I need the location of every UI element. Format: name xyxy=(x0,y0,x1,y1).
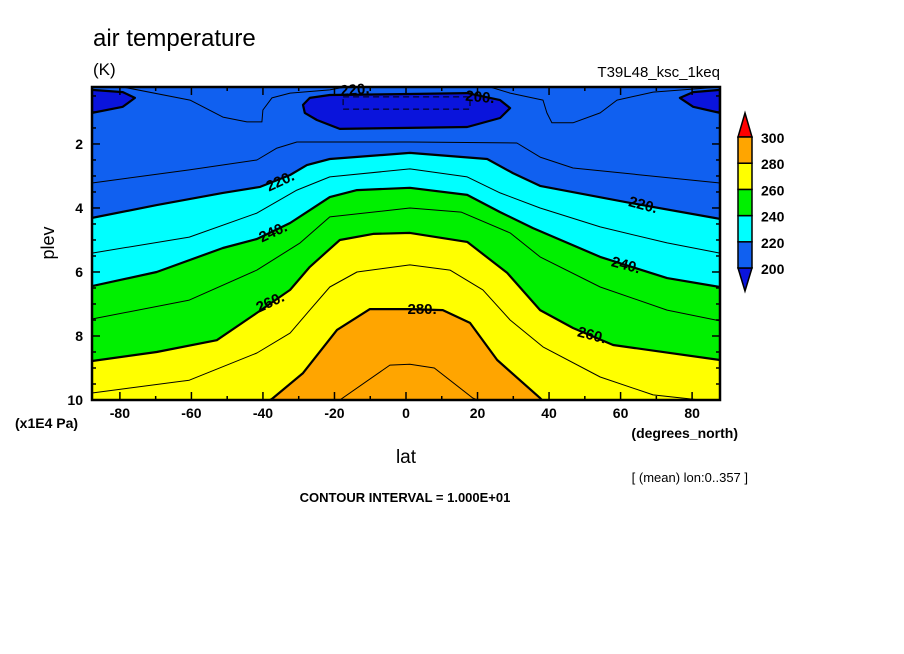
contour-line-280 xyxy=(269,308,543,400)
colorbar-label: 300 xyxy=(761,130,785,146)
y-tick-label: 2 xyxy=(75,136,83,152)
band-fill-200 xyxy=(679,89,720,113)
contour-line-260 xyxy=(92,231,720,363)
contour-line-230 xyxy=(92,168,720,254)
contour-line-220 xyxy=(92,151,720,220)
x-tick-label: -40 xyxy=(253,405,273,421)
band-fill-200 xyxy=(303,93,511,129)
contour-lines xyxy=(92,87,720,400)
colorbar-under-triangle xyxy=(736,267,754,294)
x-axis-units: (degrees_north) xyxy=(631,425,738,441)
contour-line-290 xyxy=(339,363,478,400)
colorbar-over-triangle xyxy=(737,110,753,138)
colorbar-label: 240 xyxy=(761,209,785,225)
x-tick-label: 40 xyxy=(541,405,557,421)
colorbar-swatch xyxy=(737,214,753,243)
x-axis-label: lat xyxy=(396,447,417,468)
contour-label: 240. xyxy=(610,253,643,277)
contour-line-240 xyxy=(92,186,720,289)
x-tick-label: 80 xyxy=(684,405,700,421)
contour-interval: CONTOUR INTERVAL = 1.000E+01 xyxy=(300,490,511,505)
footer-note: [ (mean) lon:0..357 ] xyxy=(632,470,748,485)
y-tick-label: 10 xyxy=(67,392,83,408)
y-tick-label: 6 xyxy=(75,264,83,280)
x-tick-label: -60 xyxy=(181,405,201,421)
colorbar-label: 200 xyxy=(761,261,785,277)
colorbar-label: 260 xyxy=(761,182,785,198)
x-tick-label: -80 xyxy=(110,405,130,421)
colorbar-swatch xyxy=(737,188,753,217)
chart-title: air temperature xyxy=(93,25,256,52)
units-label: (K) xyxy=(93,60,116,79)
contour-line-200 xyxy=(678,88,720,115)
colorbar-label: 220 xyxy=(761,235,785,251)
colorbar-swatch xyxy=(737,241,753,269)
dataset-label: T39L48_ksc_1keq xyxy=(597,64,720,81)
y-tick-label: 8 xyxy=(75,328,83,344)
y-tick-label: 4 xyxy=(75,200,83,216)
y-axis-units: (x1E4 Pa) xyxy=(15,415,78,431)
contour-label: 280. xyxy=(407,301,436,318)
y-axis-label: plev xyxy=(38,226,58,259)
contour-line-250 xyxy=(92,207,720,322)
contour-label: 200. xyxy=(465,88,496,107)
contour-line-270 xyxy=(92,264,701,400)
contour-label: 260. xyxy=(576,324,609,348)
contour-line-210 xyxy=(122,87,345,123)
colorbar: 200 220 240 260 280 300 xyxy=(736,110,785,294)
band-fill-280 xyxy=(270,309,542,400)
x-tick-label: -20 xyxy=(324,405,344,421)
contour-label: 220. xyxy=(627,193,660,217)
contour-label: 220. xyxy=(340,80,371,99)
plot-frame xyxy=(90,85,722,402)
x-tick-label: 0 xyxy=(402,405,410,421)
x-tick-label: 20 xyxy=(470,405,486,421)
y-tick-labels: 2 4 6 8 10 xyxy=(67,136,83,408)
x-tick-label: 60 xyxy=(613,405,629,421)
band-fill-200 xyxy=(92,89,135,113)
colorbar-swatch xyxy=(737,136,753,164)
contour-line-190 xyxy=(342,96,471,110)
contour-line-210 xyxy=(489,87,720,124)
contour-line-210 xyxy=(92,141,720,184)
x-tick-labels: -80 -60 -40 -20 0 20 40 60 80 xyxy=(110,405,700,421)
colorbar-label: 280 xyxy=(761,156,785,172)
colorbar-swatch xyxy=(737,162,753,191)
contour-fills xyxy=(92,89,720,400)
contour-line-200 xyxy=(301,91,512,130)
contour-line-200 xyxy=(92,88,136,115)
